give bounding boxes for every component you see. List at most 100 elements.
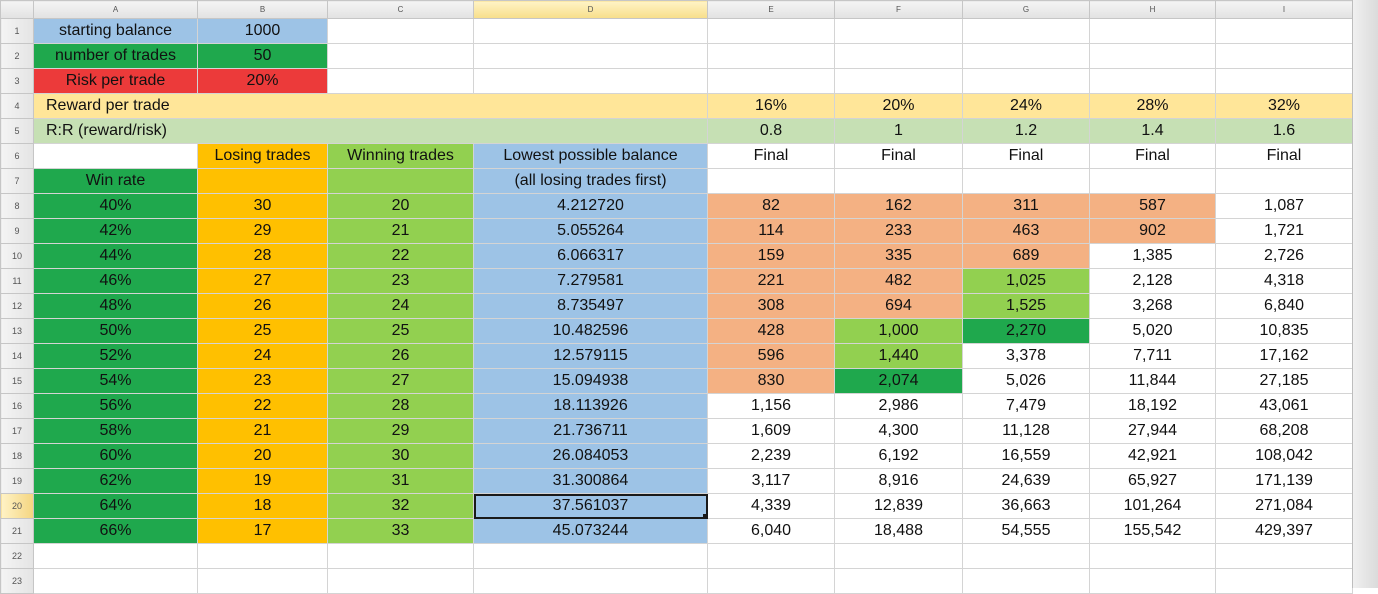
final-balance-cell[interactable]: 171,139 [1215,468,1353,494]
rr-value[interactable]: 1.4 [1089,118,1216,144]
row-header-15[interactable]: 15 [0,368,34,394]
row-header-3[interactable]: 3 [0,68,34,94]
empty-cell[interactable] [33,568,198,594]
final-balance-cell[interactable]: 3,268 [1089,293,1216,319]
row-header-19[interactable]: 19 [0,468,34,494]
row-header-12[interactable]: 12 [0,293,34,319]
vertical-scrollbar[interactable] [1352,0,1378,588]
final-balance-cell[interactable]: 16,559 [962,443,1090,469]
lowest-balance-cell[interactable]: 18.113926 [473,393,708,419]
final-balance-cell[interactable]: 101,264 [1089,493,1216,519]
winning-trades-cell[interactable]: 20 [327,193,474,219]
lowest-balance-cell[interactable]: 21.736711 [473,418,708,444]
reward-per-trade-label[interactable]: Reward per trade [33,93,708,119]
row-header-7[interactable]: 7 [0,168,34,194]
final-balance-cell[interactable]: 311 [962,193,1090,219]
winning-trades-cell[interactable]: 21 [327,218,474,244]
column-header-a[interactable]: A [33,0,198,19]
rr-value[interactable]: 0.8 [707,118,835,144]
row-header-4[interactable]: 4 [0,93,34,119]
column-header-c[interactable]: C [327,0,474,19]
win-rate-cell[interactable]: 48% [33,293,198,319]
final-balance-cell[interactable]: 1,087 [1215,193,1353,219]
final-balance-cell[interactable]: 335 [834,243,963,269]
final-balance-cell[interactable]: 271,084 [1215,493,1353,519]
lowest-balance-cell[interactable]: 4.212720 [473,193,708,219]
lowest-balance-cell[interactable]: 37.561037 [473,493,708,519]
empty-cell[interactable] [327,68,474,94]
row-header-14[interactable]: 14 [0,343,34,369]
final-balance-cell[interactable]: 27,944 [1089,418,1216,444]
empty-cell[interactable] [197,568,328,594]
losing-trades-cell[interactable]: 23 [197,368,328,394]
empty-cell[interactable] [1089,43,1216,69]
final-balance-cell[interactable]: 1,385 [1089,243,1216,269]
final-balance-cell[interactable]: 6,040 [707,518,835,544]
final-balance-cell[interactable]: 162 [834,193,963,219]
empty-cell[interactable] [327,18,474,44]
final-balance-cell[interactable]: 42,921 [1089,443,1216,469]
empty-cell[interactable] [327,543,474,569]
column-header-g[interactable]: G [962,0,1090,19]
final-balance-cell[interactable]: 596 [707,343,835,369]
empty-cell[interactable] [962,568,1090,594]
final-balance-cell[interactable]: 159 [707,243,835,269]
lowest-balance-cell[interactable]: 45.073244 [473,518,708,544]
winning-trades-cell[interactable]: 27 [327,368,474,394]
starting-balance-value[interactable]: 1000 [197,18,328,44]
losing-trades-cell[interactable]: 21 [197,418,328,444]
row-header-9[interactable]: 9 [0,218,34,244]
final-balance-cell[interactable]: 2,270 [962,318,1090,344]
lowest-balance-cell[interactable]: 15.094938 [473,368,708,394]
row-header-10[interactable]: 10 [0,243,34,269]
empty-cell[interactable] [1215,543,1353,569]
final-balance-cell[interactable]: 1,525 [962,293,1090,319]
win-rate-cell[interactable]: 58% [33,418,198,444]
win-rate-cell[interactable]: 62% [33,468,198,494]
final-balance-cell[interactable]: 830 [707,368,835,394]
empty-cell[interactable] [834,43,963,69]
empty-cell[interactable] [707,543,835,569]
losing-trades-cell[interactable]: 22 [197,393,328,419]
final-balance-cell[interactable]: 5,020 [1089,318,1216,344]
losing-trades-cell[interactable]: 18 [197,493,328,519]
rr-value[interactable]: 1.2 [962,118,1090,144]
empty-cell[interactable] [962,43,1090,69]
final-balance-cell[interactable]: 17,162 [1215,343,1353,369]
row-header-18[interactable]: 18 [0,443,34,469]
winning-trades-header[interactable]: Winning trades [327,143,474,169]
win-rate-cell[interactable]: 46% [33,268,198,294]
lowest-balance-cell[interactable]: 7.279581 [473,268,708,294]
winning-trades-cell[interactable]: 31 [327,468,474,494]
rr-label[interactable]: R:R (reward/risk) [33,118,708,144]
empty-cell[interactable] [327,168,474,194]
rr-value[interactable]: 1 [834,118,963,144]
row-header-22[interactable]: 22 [0,543,34,569]
lowest-balance-cell[interactable]: 12.579115 [473,343,708,369]
lowest-balance-cell[interactable]: 8.735497 [473,293,708,319]
final-header[interactable]: Final [1215,143,1353,169]
final-balance-cell[interactable]: 2,986 [834,393,963,419]
final-balance-cell[interactable]: 902 [1089,218,1216,244]
final-balance-cell[interactable]: 7,479 [962,393,1090,419]
empty-cell[interactable] [473,18,708,44]
final-balance-cell[interactable]: 1,609 [707,418,835,444]
win-rate-cell[interactable]: 50% [33,318,198,344]
final-balance-cell[interactable]: 11,128 [962,418,1090,444]
final-balance-cell[interactable]: 694 [834,293,963,319]
losing-trades-cell[interactable]: 24 [197,343,328,369]
winning-trades-cell[interactable]: 32 [327,493,474,519]
empty-cell[interactable] [1215,43,1353,69]
row-header-23[interactable]: 23 [0,568,34,594]
empty-cell[interactable] [1215,568,1353,594]
final-balance-cell[interactable]: 65,927 [1089,468,1216,494]
winning-trades-cell[interactable]: 30 [327,443,474,469]
empty-cell[interactable] [197,168,328,194]
column-header-f[interactable]: F [834,0,963,19]
final-balance-cell[interactable]: 114 [707,218,835,244]
empty-cell[interactable] [327,568,474,594]
empty-cell[interactable] [707,68,835,94]
winning-trades-cell[interactable]: 23 [327,268,474,294]
reward-value[interactable]: 20% [834,93,963,119]
final-balance-cell[interactable]: 5,026 [962,368,1090,394]
